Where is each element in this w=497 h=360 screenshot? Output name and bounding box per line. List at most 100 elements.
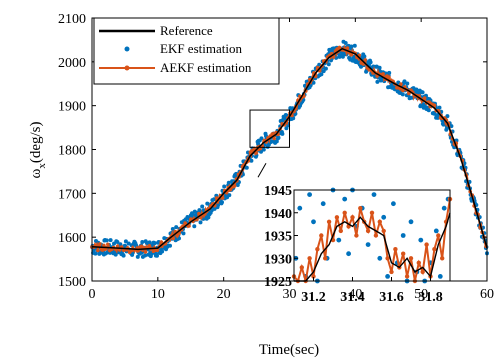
inset-ekf-point [408,219,414,225]
aekf-point [155,248,160,253]
ekf-point [387,70,392,75]
inset-aekf-point [311,274,316,279]
ekf-point [174,225,179,230]
inset-aekf-point [334,215,340,220]
aekf-point [363,58,368,62]
ekf-point [449,124,454,129]
inset-aekf-point [408,256,414,261]
inset-aekf-point [404,274,410,279]
inset-aekf-point [350,215,355,220]
ekf-point [123,239,128,244]
inset-ekf-point [381,214,387,220]
ekf-point [405,81,410,86]
ekf-point [212,206,217,211]
inset-aekf-point [440,256,445,261]
ekf-point [326,62,331,67]
aekf-point [232,184,237,188]
x-tick-label: 40 [348,287,362,302]
y-tick-label: 1800 [58,144,86,159]
aekf-point [254,151,259,155]
aekf-point [197,211,201,216]
y-axis-unit: (deg/s) [28,121,44,163]
inset-reference-line [294,212,451,282]
x-tick-label: 60 [480,287,494,302]
inset-ekf-point [365,242,371,248]
inset-aekf-point [307,256,312,261]
inset-aekf-point [381,228,386,234]
ekf-point [280,131,285,136]
ekf-point [445,114,450,119]
aekf-point [270,132,275,136]
aekf-point [399,82,403,86]
aekf-point [199,215,203,220]
aekf-point [272,136,277,141]
ekf-point [198,220,203,225]
ekf-point [143,253,148,258]
ekf-point [177,236,181,241]
main-series-layer [90,39,489,259]
inset-ekf-point [441,205,447,211]
ekf-point [160,249,165,254]
inset-aekf-point [436,233,441,238]
ekf-point [261,147,266,152]
ekf-point [155,253,159,258]
inset-aekf-point [389,269,394,275]
legend-aekf-label: AEKF estimation [160,60,252,75]
zoom-connector [257,163,267,178]
ekf-point [259,136,264,141]
ekf-point [343,41,348,45]
aekf-point [115,244,120,248]
ekf-point [368,60,373,65]
main-axes-box [91,17,488,282]
aekf-point [331,55,336,59]
inset-ekf-point [336,237,342,243]
y-tick-label: 1900 [58,100,86,115]
ekf-point [276,135,281,140]
aekf-point [387,75,391,80]
x-tick-label: 50 [414,287,428,302]
ekf-point [349,44,354,49]
inset-aekf-point [420,269,425,275]
ekf-point [192,224,197,229]
ekf-point [362,54,367,59]
reference-line [91,47,488,251]
inset-aekf-point [319,233,324,238]
ekf-point [121,253,126,258]
ekf-point [352,43,357,48]
y-tick-label: 1500 [58,275,86,290]
inset-aekf-point [393,247,398,252]
inset-background [294,190,450,281]
inset-ekf-point [307,192,312,198]
aekf-point [397,86,401,90]
aekf-point [171,236,175,241]
zoom-box [249,109,290,148]
inset-aekf-point [377,219,382,224]
ekf-point [311,80,316,85]
aekf-point [337,45,342,50]
inset-aekf-point [342,210,347,215]
inset-ekf-point [377,255,383,261]
inset-ekf-point [346,251,351,257]
inset-x-tick-label: 31.6 [379,290,404,305]
ekf-point [323,66,328,71]
aekf-point [422,96,427,100]
y-axis-subscript: x [36,163,48,169]
inset-ekf-point [297,205,303,211]
y-axis-symbol: ω [28,169,44,179]
ekf-point [147,240,152,245]
ekf-point [168,243,172,248]
y-tick-label: 2000 [58,56,86,71]
inset-y-tick-label: 1925 [264,275,292,290]
ekf-point [454,138,459,143]
aekf-point [228,187,233,192]
inset-aekf-point [338,228,343,234]
inset-aekf-point [326,219,332,224]
ekf-point [259,149,263,154]
inset-ekf-point [433,228,439,234]
ekf-point [140,240,145,244]
inset-ekf-point [311,219,316,225]
ekf-point [115,240,120,244]
ekf-point [226,180,231,185]
ekf-point [227,193,232,198]
